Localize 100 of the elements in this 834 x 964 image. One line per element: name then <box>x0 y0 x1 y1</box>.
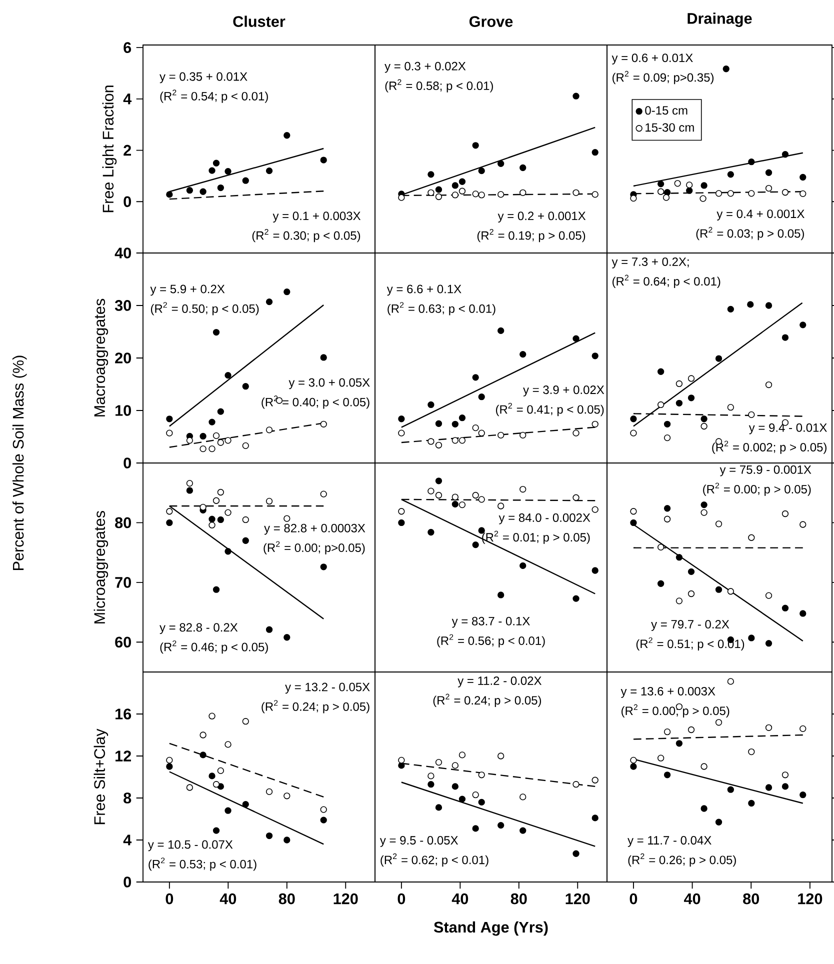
annotation: y = 13.6 + 0.003X <box>620 686 716 698</box>
annotation: (R$^{2}$ = 0.53; p < 0.01) <box>148 858 256 871</box>
point <box>458 796 466 802</box>
point <box>212 497 220 504</box>
point <box>630 194 637 202</box>
point <box>266 626 273 633</box>
point <box>478 772 485 778</box>
point <box>478 430 485 436</box>
point <box>676 554 683 561</box>
point <box>765 169 772 176</box>
point <box>398 194 405 201</box>
point <box>320 156 327 164</box>
point <box>242 177 249 184</box>
point <box>200 732 206 738</box>
point <box>452 500 459 508</box>
point <box>208 167 216 174</box>
legend-label: 0-15 cm <box>645 106 688 115</box>
point <box>520 562 526 570</box>
point <box>435 478 442 484</box>
x-tick-label: 120 <box>798 893 822 904</box>
point <box>242 537 249 544</box>
annotation: (R$^{2}$ = 0.41; p < 0.05) <box>496 402 604 416</box>
annotation: y = 84.0 - 0.002X <box>498 513 590 524</box>
point <box>284 836 290 844</box>
point <box>472 424 479 432</box>
point <box>224 168 232 175</box>
point <box>782 334 789 341</box>
annotation: y = 0.1 + 0.003X <box>272 212 361 223</box>
point <box>208 712 216 720</box>
point <box>452 192 459 198</box>
point <box>630 508 637 515</box>
point <box>166 508 173 515</box>
point <box>727 190 734 197</box>
point <box>435 492 442 499</box>
point <box>428 171 434 178</box>
point <box>166 519 173 526</box>
legend-label: 15-30 cm <box>646 123 694 132</box>
annotation: (R$^{2}$ = 0.00; p > 0.05) <box>622 704 730 718</box>
point <box>284 515 290 522</box>
point <box>748 411 755 418</box>
point <box>715 586 722 593</box>
annotation: (R$^{2}$ = 0.24; p > 0.05) <box>262 700 370 714</box>
point <box>715 719 722 726</box>
text: Percent of Whole Soil Mass (%) <box>12 356 27 570</box>
point <box>664 420 671 428</box>
annotation: y = 3.0 + 0.05X <box>288 378 370 390</box>
point <box>284 792 290 800</box>
x-tick-label: 80 <box>278 893 295 904</box>
point <box>765 302 772 309</box>
annotation: (R$^{2}$ = 0.58; p < 0.01) <box>385 79 493 92</box>
point <box>782 510 789 518</box>
x-tick-label: 40 <box>684 893 700 904</box>
point <box>435 442 442 448</box>
annotation: (R$^{2}$ = 0.26; p > 0.05) <box>628 853 736 867</box>
y-tick-label: 16 <box>116 708 132 720</box>
y-axis-title: Microaggregates <box>94 510 108 624</box>
point <box>217 488 224 496</box>
point <box>676 598 683 604</box>
point <box>320 420 327 428</box>
point <box>242 442 249 450</box>
point <box>224 741 232 748</box>
point <box>478 798 485 806</box>
point <box>688 375 695 382</box>
point <box>700 805 708 812</box>
point <box>472 142 479 149</box>
point <box>800 174 806 181</box>
point <box>765 184 772 192</box>
point <box>212 160 220 166</box>
annotation: y = 13.2 - 0.05X <box>285 682 370 694</box>
point <box>657 401 664 408</box>
point <box>664 516 671 522</box>
point <box>266 832 273 840</box>
point <box>572 595 580 602</box>
x-tick-label: 0 <box>166 893 174 904</box>
y-tick-label: 4 <box>123 94 132 104</box>
annotation: y = 9.4 - 0.01X <box>748 423 827 434</box>
point <box>592 149 598 156</box>
annotation: y = 79.7 - 0.2X <box>651 620 730 631</box>
annotation: (R$^{2}$ = 0.54; p < 0.01) <box>160 90 268 103</box>
annotation: y = 5.9 + 0.2X <box>150 284 225 296</box>
point <box>200 445 206 452</box>
point <box>224 548 232 555</box>
point <box>592 352 598 360</box>
point <box>458 414 466 422</box>
point <box>428 438 434 445</box>
point <box>428 488 434 494</box>
point <box>686 182 693 188</box>
point <box>630 416 637 422</box>
annotation: y = 83.7 - 0.1X <box>452 616 530 628</box>
point <box>166 416 173 422</box>
point <box>765 592 772 599</box>
point <box>700 501 708 508</box>
point <box>664 728 671 736</box>
annotation: (R$^{2}$ = 0.19; p > 0.05) <box>477 229 586 242</box>
point <box>498 432 504 439</box>
point <box>212 781 220 788</box>
annotation: y = 0.2 + 0.001X <box>498 212 586 223</box>
annotation: (R$^{2}$ = 0.46; p < 0.05) <box>160 640 268 654</box>
point <box>478 192 485 198</box>
point <box>498 752 504 760</box>
